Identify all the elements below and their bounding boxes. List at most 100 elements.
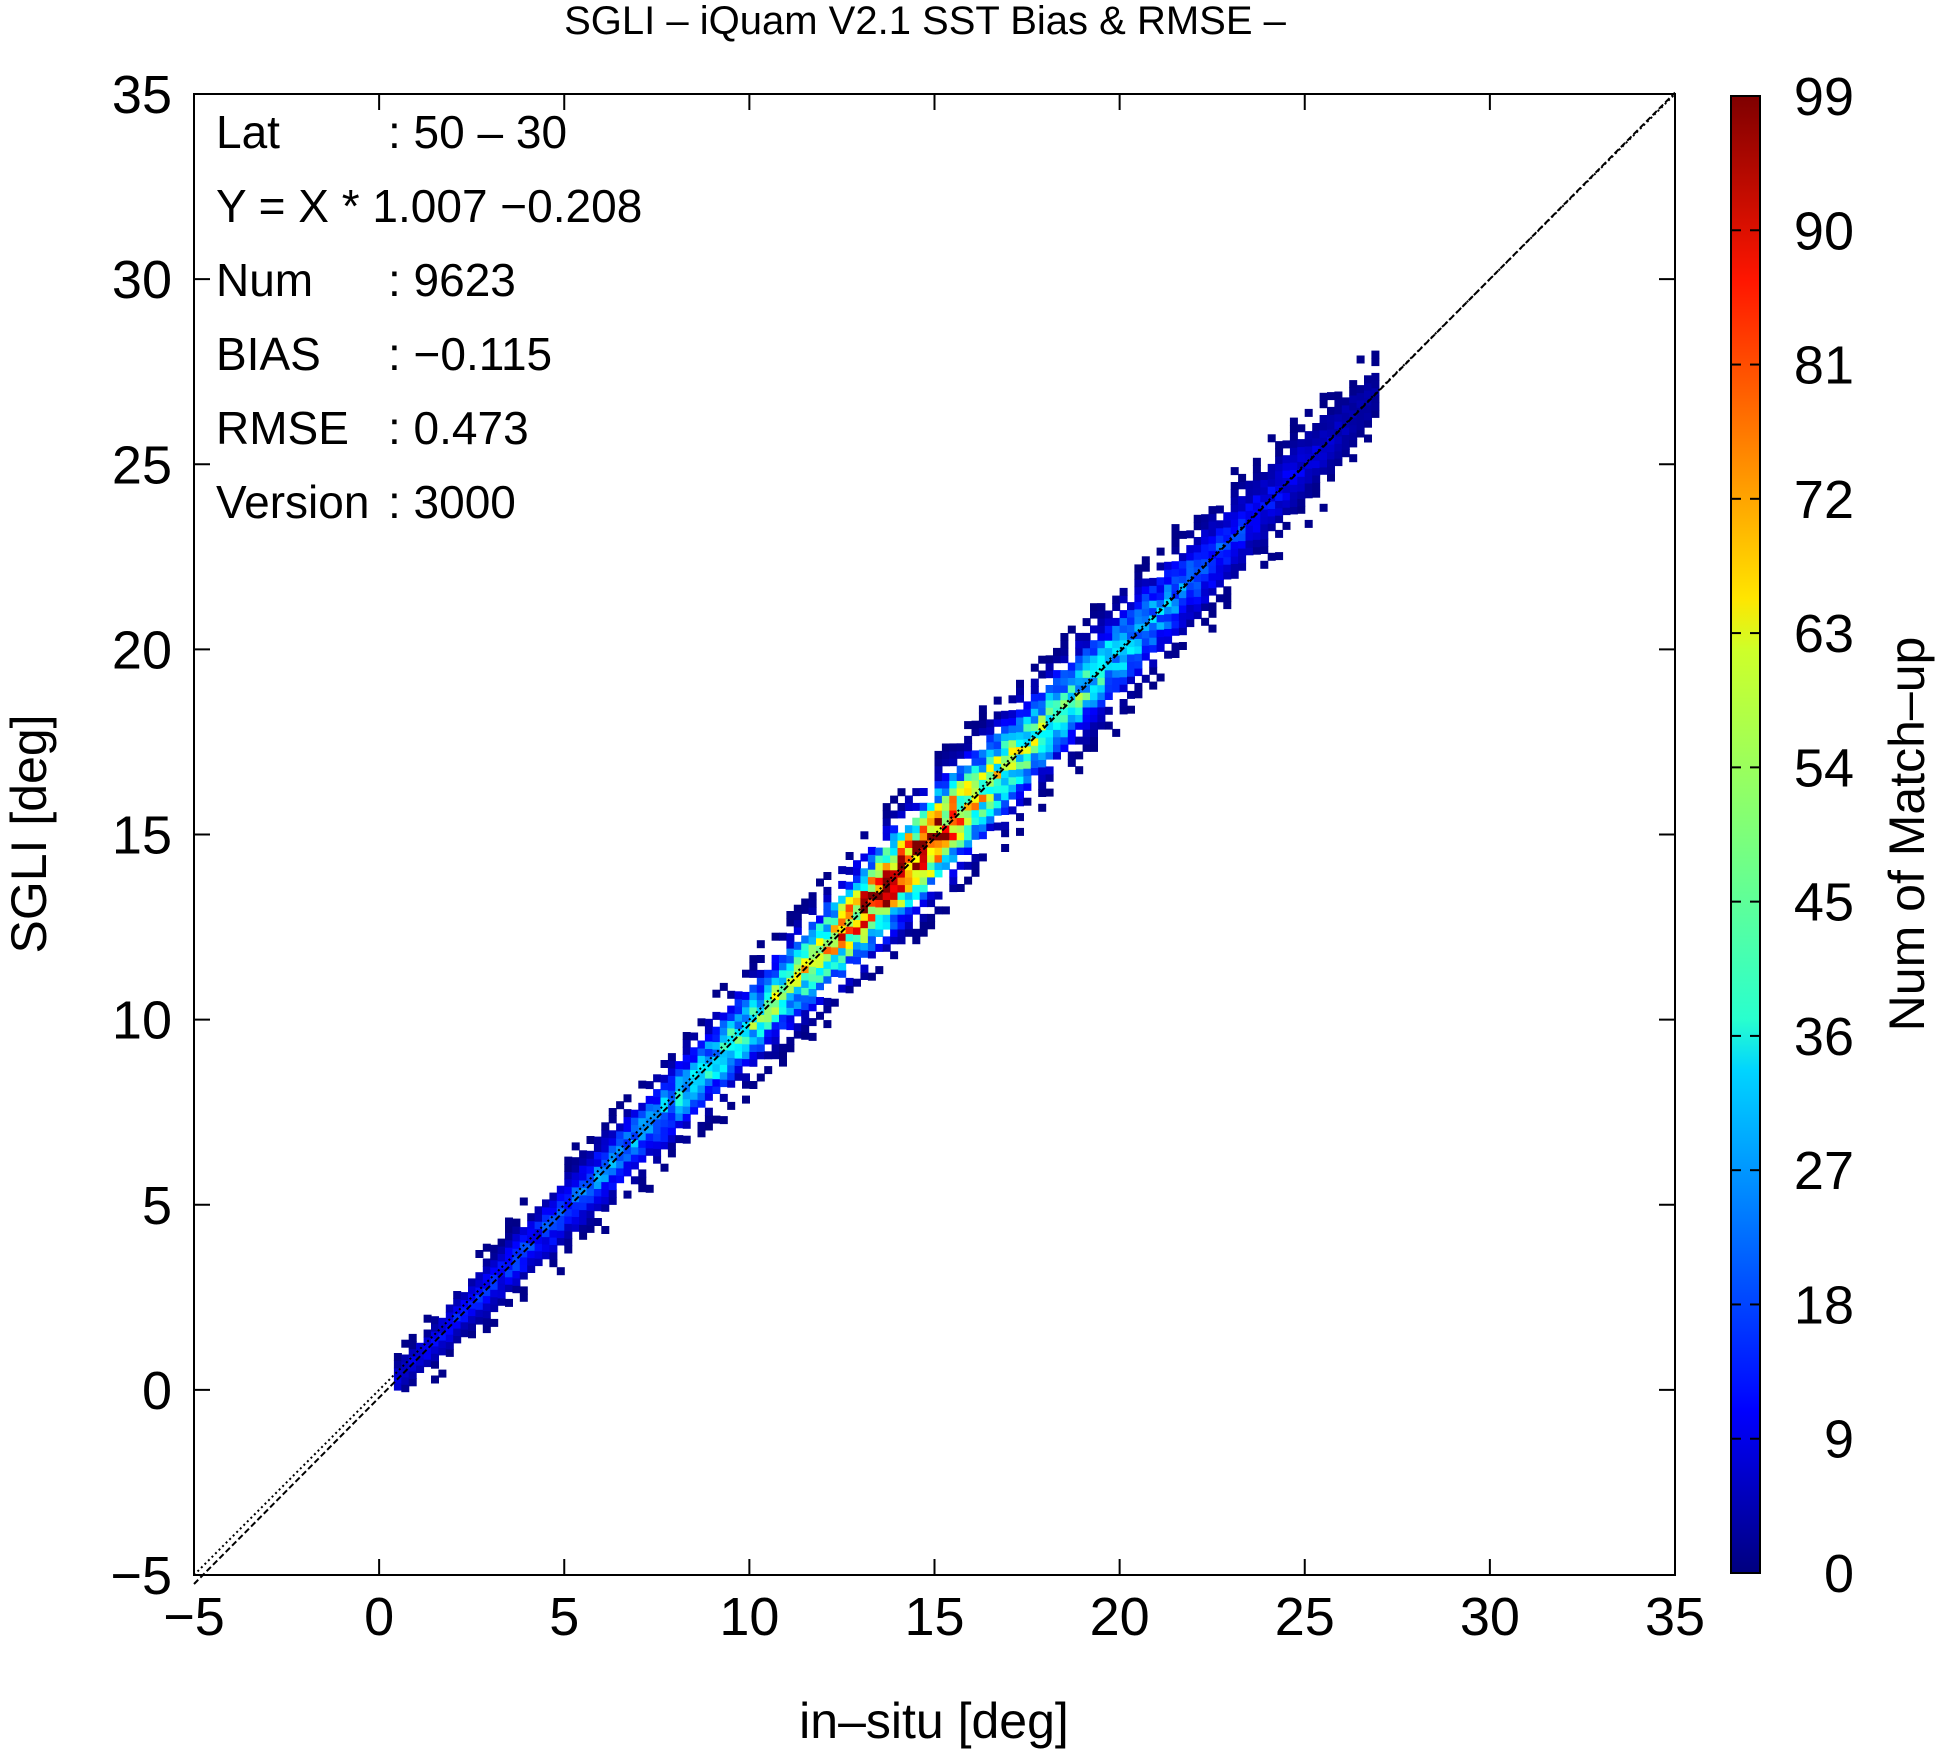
heatmap-cell	[660, 1119, 669, 1128]
heatmap-cell	[1090, 655, 1098, 663]
heatmap-cell	[608, 1145, 617, 1154]
heatmap-cell	[1371, 350, 1380, 359]
heatmap-cell	[986, 763, 995, 772]
heatmap-cell	[401, 1384, 410, 1393]
heatmap-cell	[431, 1338, 439, 1347]
heatmap-cell	[482, 1317, 491, 1326]
heatmap-cell	[512, 1255, 521, 1264]
heatmap-cell	[771, 1006, 780, 1015]
heatmap-cell	[890, 840, 899, 849]
heatmap-cell	[919, 913, 928, 922]
colorbar-tick-label: 27	[1794, 1141, 1854, 1201]
heatmap-cell	[838, 925, 847, 934]
heatmap-cell	[1356, 355, 1365, 364]
heatmap-cell	[1223, 586, 1232, 595]
heatmap-cell	[542, 1236, 550, 1245]
heatmap-cell	[1016, 694, 1024, 703]
heatmap-cell	[601, 1129, 610, 1138]
heatmap-cell	[897, 847, 906, 856]
heatmap-cell	[1349, 454, 1358, 463]
heatmap-cell	[1164, 569, 1173, 578]
heatmap-cell	[956, 780, 965, 789]
heatmap-cell	[712, 1056, 721, 1065]
heatmap-cell	[1334, 398, 1343, 407]
heatmap-cell	[408, 1363, 417, 1372]
heatmap-cell	[1008, 710, 1017, 719]
heatmap-cell	[1275, 529, 1284, 538]
heatmap-cell	[564, 1230, 573, 1239]
heatmap-cell	[1001, 792, 1010, 801]
heatmap-cell	[956, 832, 965, 841]
heatmap-cell	[1297, 461, 1306, 470]
heatmap-cell	[1245, 488, 1254, 497]
heatmap-cell	[601, 1226, 610, 1234]
heatmap-cell	[801, 898, 810, 907]
heatmap-cell	[808, 958, 817, 967]
heatmap-cell	[927, 921, 936, 930]
heatmap-cell	[1304, 438, 1313, 447]
heatmap-cell	[1038, 707, 1047, 716]
heatmap-cell	[927, 899, 936, 908]
heatmap-cell	[749, 962, 758, 971]
heatmap-cell	[986, 734, 995, 743]
heatmap-cell	[808, 981, 817, 989]
heatmap-cell	[1356, 429, 1365, 438]
heatmap-cell	[1127, 705, 1135, 714]
heatmap-cell	[1193, 522, 1202, 531]
heatmap-cell	[838, 969, 847, 978]
heatmap-cell	[1067, 670, 1076, 678]
heatmap-cell	[823, 1020, 832, 1029]
heatmap-cell	[468, 1308, 476, 1317]
heatmap-cell	[1112, 677, 1121, 686]
heatmap-cell	[1134, 638, 1143, 647]
heatmap-cell	[497, 1297, 506, 1306]
heatmap-cell	[823, 909, 832, 918]
heatmap-cell	[749, 984, 758, 993]
colorbar-tick-label: 9	[1824, 1410, 1854, 1470]
heatmap-cell	[408, 1356, 417, 1365]
heatmap-cell	[986, 771, 995, 780]
heatmap-cell	[1141, 578, 1150, 587]
heatmap-cell	[616, 1145, 625, 1154]
heatmap-cell	[519, 1293, 528, 1302]
heatmap-cell	[586, 1136, 595, 1144]
heatmap-cell	[890, 936, 899, 945]
heatmap-cell	[505, 1217, 513, 1226]
heatmap-cell	[727, 1064, 736, 1073]
heatmap-cell	[1275, 500, 1284, 509]
heatmap-cell	[890, 884, 899, 893]
heatmap-cell	[941, 743, 950, 752]
heatmap-cell	[482, 1265, 491, 1274]
heatmap-cell	[1097, 603, 1106, 612]
heatmap-cell	[1097, 692, 1106, 700]
heatmap-cell	[734, 998, 743, 1007]
heatmap-cell	[1016, 679, 1024, 688]
heatmap-cell	[601, 1144, 610, 1153]
heatmap-cell	[749, 992, 758, 1001]
heatmap-cell	[853, 926, 861, 935]
heatmap-cell	[993, 800, 1002, 809]
heatmap-cell	[956, 743, 965, 752]
heatmap-cell	[556, 1185, 565, 1194]
heatmap-cell	[1252, 465, 1261, 474]
heatmap-cell	[1215, 557, 1224, 566]
heatmap-cell	[756, 969, 765, 978]
heatmap-cell	[890, 862, 899, 871]
heatmap-cell	[712, 1086, 721, 1094]
heatmap-cell	[993, 778, 1002, 786]
heatmap-cell	[1023, 782, 1032, 791]
heatmap-cell	[1053, 670, 1061, 679]
heatmap-cell	[690, 1084, 699, 1093]
heatmap-cell	[838, 917, 847, 926]
heatmap-cell	[1193, 551, 1202, 560]
heatmap-cell	[1156, 643, 1165, 652]
heatmap-cell	[882, 936, 891, 945]
heatmap-cell	[867, 920, 876, 929]
heatmap-cell	[704, 1026, 713, 1035]
heatmap-cell	[482, 1310, 491, 1319]
heatmap-cell	[1297, 505, 1306, 514]
heatmap-cell	[734, 991, 743, 1000]
heatmap-cell	[882, 884, 891, 893]
heatmap-cell	[1171, 627, 1180, 636]
heatmap-cell	[1023, 775, 1032, 784]
